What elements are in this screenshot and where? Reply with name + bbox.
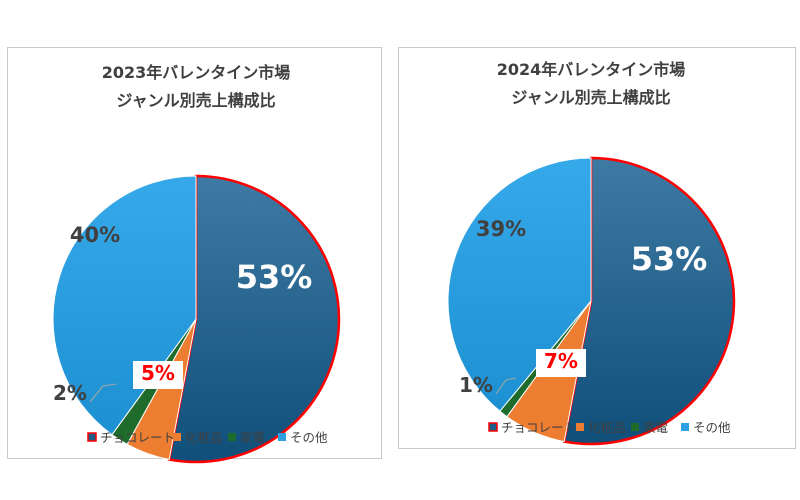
legend-label-other: その他	[693, 420, 731, 435]
data-label-chocolate: 53%	[236, 258, 313, 296]
data-label-background	[536, 349, 586, 377]
legend-label-cosmetics: 化粧品	[185, 430, 223, 445]
chart-subtitle: ジャンル別売上構成比	[116, 91, 275, 110]
legend-label-chocolate: チョコレート	[501, 420, 576, 435]
chart-title: 2024年バレンタイン市場	[497, 60, 686, 79]
legend-swatch-cosmetics	[173, 433, 181, 441]
data-label-leader-line	[495, 377, 517, 395]
data-label-leader-line	[89, 383, 117, 403]
legend-label-chocolate: チョコレート	[100, 430, 175, 445]
legend-label-cosmetics: 化粧品	[588, 420, 626, 435]
data-label-appliances: 2%	[53, 381, 87, 405]
data-label-cosmetics: 5%	[141, 361, 175, 385]
slice-chocolate-2023	[167, 174, 341, 464]
chart-panel-2023: 2023年バレンタイン市場 ジャンル別売上構成比 53% 5% 2% 40% チョコレート化…	[7, 47, 382, 464]
data-label-cosmetics: 7%	[544, 349, 578, 373]
legend-label-appliances: 家電	[240, 430, 266, 445]
slice-other-2024	[447, 157, 592, 412]
legend-swatch-chocolate	[488, 422, 498, 432]
chart-panel-2024: 2024年バレンタイン市場 ジャンル別売上構成比 53% 7% 1% 39% チョコレート化…	[398, 47, 796, 449]
legend-swatch-appliances	[631, 423, 639, 431]
legend-swatch-chocolate	[87, 432, 97, 442]
legend-swatch-other	[278, 433, 286, 441]
chart-subtitle: ジャンル別売上構成比	[511, 88, 670, 107]
chart-title: 2023年バレンタイン市場	[102, 63, 291, 82]
legend-swatch-cosmetics	[576, 423, 584, 431]
slice-chocolate-2024	[562, 156, 736, 446]
legend-swatch-appliances	[228, 433, 236, 441]
pie-chart-2024: 2024年バレンタイン市場ジャンル別売上構成比 53% 7% 1% 39% チョコレート化…	[447, 60, 736, 446]
data-label-chocolate: 53%	[631, 240, 708, 278]
slice-other-2023	[52, 175, 197, 436]
legend-label-appliances: 家電	[643, 420, 669, 435]
data-label-other: 40%	[70, 223, 120, 247]
pie-chart-2023: 2023年バレンタイン市場ジャンル別売上構成比 53% 5% 2% 40% チョコレート化…	[52, 63, 341, 464]
legend-swatch-other	[681, 423, 689, 431]
data-label-other: 39%	[476, 217, 526, 241]
data-label-appliances: 1%	[459, 373, 493, 397]
data-label-background	[133, 361, 183, 389]
legend-label-other: その他	[290, 430, 328, 445]
